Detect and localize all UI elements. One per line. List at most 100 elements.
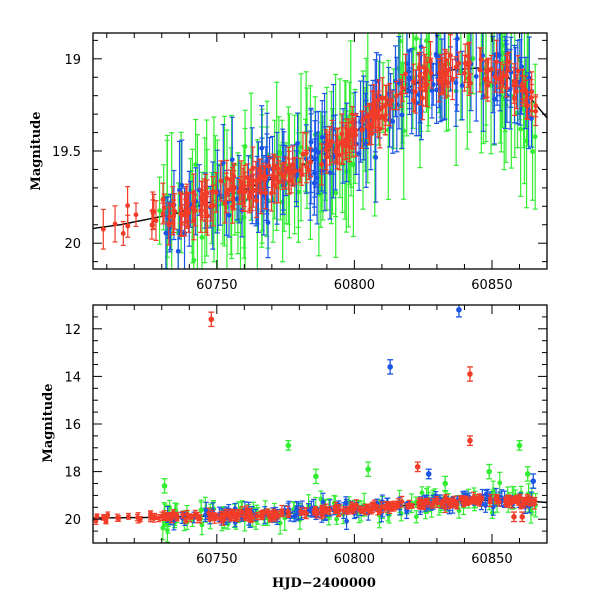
red-point — [496, 499, 502, 505]
green-point — [490, 489, 496, 495]
red-point — [274, 511, 280, 517]
red-point — [191, 189, 197, 195]
red-point — [515, 68, 521, 74]
x-tick-label: 60850 — [471, 278, 512, 293]
red-point — [366, 126, 372, 132]
bottom-panel-data — [93, 305, 547, 543]
red-point — [446, 501, 452, 507]
red-point — [223, 190, 229, 196]
red-point — [399, 499, 405, 505]
bottom-y-axis-label: Magnitude — [41, 383, 56, 462]
red-point — [275, 166, 281, 172]
blue-point — [265, 220, 271, 225]
blue-point — [293, 512, 299, 518]
green-point — [530, 149, 535, 154]
red-point — [270, 512, 276, 518]
y-tick-label: 18 — [64, 466, 81, 481]
blue-outlier-point — [387, 364, 393, 370]
red-point — [261, 172, 267, 178]
red-point — [529, 95, 534, 100]
red-point — [300, 151, 306, 157]
blue-point — [344, 518, 350, 524]
y-tick-label: 12 — [64, 323, 81, 338]
red-point — [161, 515, 167, 521]
red-point — [363, 114, 369, 120]
y-tick-label: 20 — [64, 237, 81, 252]
red-point — [360, 118, 366, 124]
red-point — [290, 162, 296, 168]
red-point — [532, 498, 538, 504]
red-point — [182, 212, 188, 218]
green-point — [532, 134, 538, 140]
blue-point — [175, 248, 181, 254]
red-point — [171, 213, 177, 219]
top-y-axis-label: Magnitude — [29, 111, 44, 190]
green-point — [448, 20, 453, 25]
red-point — [395, 500, 401, 506]
red-point — [236, 189, 242, 195]
red-point — [170, 220, 176, 226]
red-point — [308, 159, 313, 165]
green-outlier-point — [516, 442, 523, 449]
red-outlier-point — [511, 514, 517, 520]
red-point — [246, 193, 252, 199]
red-point — [505, 498, 511, 504]
red-point — [265, 509, 270, 514]
green-point — [413, 36, 419, 41]
red-point — [344, 141, 350, 147]
green-point — [334, 516, 339, 522]
green-outlier-point — [524, 471, 531, 477]
blue-point — [220, 160, 226, 166]
red-point — [303, 511, 309, 516]
red-point — [184, 511, 190, 517]
red-point — [511, 82, 517, 88]
red-point — [306, 167, 312, 173]
blue-point — [418, 44, 424, 50]
red-point — [228, 177, 233, 183]
red-outlier-point — [519, 514, 526, 520]
red-point — [377, 509, 383, 514]
red-point — [250, 165, 256, 171]
red-point — [100, 226, 106, 232]
red-point — [477, 500, 483, 506]
red-point — [431, 499, 437, 505]
red-point — [239, 509, 245, 515]
red-point — [149, 222, 155, 228]
green-point — [298, 144, 304, 150]
red-point — [178, 211, 184, 217]
blue-point — [494, 53, 500, 59]
green-point — [348, 161, 354, 166]
red-point — [387, 102, 393, 108]
blue-point — [480, 93, 486, 99]
red-point — [373, 504, 379, 510]
red-point — [442, 496, 448, 501]
red-point — [443, 57, 449, 63]
red-point — [153, 218, 159, 223]
red-point — [448, 53, 453, 58]
red-point — [319, 161, 325, 167]
green-point — [497, 480, 503, 486]
red-point — [493, 495, 499, 501]
red-point — [519, 88, 525, 94]
red-point — [406, 501, 412, 507]
green-point — [191, 257, 197, 263]
blue-point — [229, 157, 235, 163]
red-point — [496, 76, 502, 82]
red-point — [325, 141, 331, 147]
red-point — [394, 93, 399, 98]
red-point — [403, 71, 408, 77]
red-point — [231, 510, 237, 516]
red-point — [420, 95, 425, 101]
x-tick-label: 60800 — [334, 552, 375, 567]
red-point — [525, 103, 530, 109]
red-point — [458, 495, 464, 501]
x-tick-label: 60850 — [471, 552, 512, 567]
red-point — [492, 74, 498, 80]
blue-point — [319, 134, 325, 140]
red-point — [453, 64, 459, 70]
red-point — [230, 189, 236, 195]
red-point — [218, 178, 224, 184]
red-point — [251, 188, 256, 194]
red-point — [333, 147, 339, 152]
blue-point — [320, 499, 326, 505]
